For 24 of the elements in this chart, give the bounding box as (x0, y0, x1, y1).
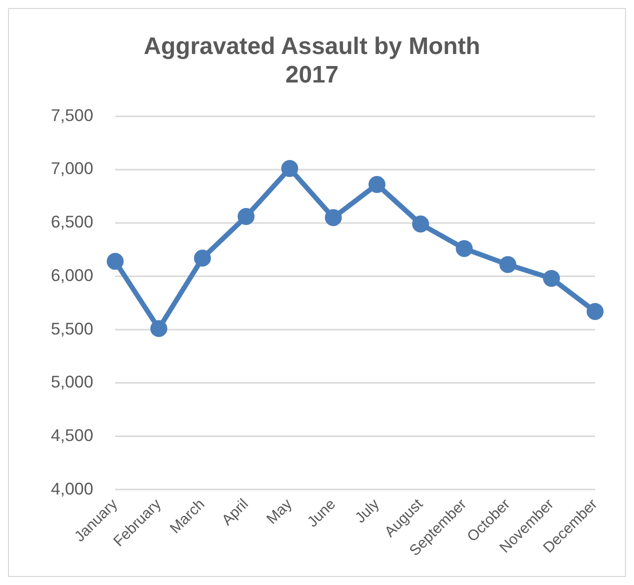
y-tick-label: 7,500 (50, 106, 94, 125)
point (106, 252, 124, 270)
point (412, 216, 430, 232)
point (238, 208, 255, 225)
y-tick-label: 7,000 (50, 159, 94, 178)
x-tick-label: May (263, 495, 296, 528)
point (368, 176, 386, 193)
point (281, 160, 298, 177)
y-tick-label: 5,000 (50, 372, 94, 392)
y-tick-label: 4,500 (50, 426, 94, 446)
y-tick-label: 6,000 (50, 266, 94, 285)
point (456, 240, 473, 258)
y-tick-label: 4,000 (50, 479, 94, 498)
point (499, 256, 516, 274)
point (586, 303, 604, 320)
point (542, 270, 560, 287)
y-tick-label: 6,500 (50, 212, 94, 232)
x-tick-label: July (352, 495, 384, 527)
point (150, 320, 168, 338)
text: Aggravated Assault by Month (144, 32, 480, 60)
y-tick-label: 5,500 (50, 319, 94, 338)
text: 2017 (285, 62, 339, 89)
point (324, 209, 342, 226)
point (194, 250, 211, 267)
